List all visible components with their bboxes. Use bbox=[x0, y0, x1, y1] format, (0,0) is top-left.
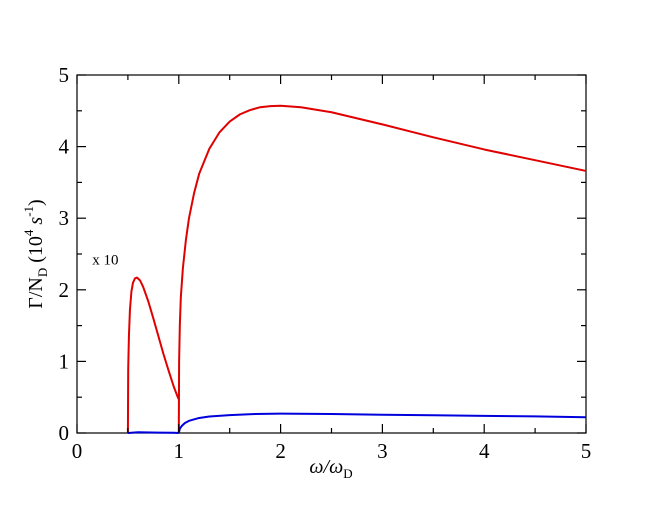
x-tick-label: 1 bbox=[174, 439, 185, 463]
x-tick-label: 0 bbox=[72, 439, 83, 463]
y-axis-label-sup1: 4 bbox=[21, 229, 36, 236]
tick-labels: 0 1 2 3 4 5 0 1 2 3 4 5 bbox=[59, 63, 592, 463]
x-tick-label: 3 bbox=[377, 439, 388, 463]
x-axis-label-main: ω/ω bbox=[309, 456, 343, 478]
x-tick-label: 2 bbox=[275, 439, 286, 463]
series-0-segment-1 bbox=[177, 104, 587, 434]
x-axis-label-sub: D bbox=[343, 466, 352, 481]
series-1-segment-0 bbox=[127, 431, 179, 434]
y-axis-label-sup2: -1 bbox=[21, 206, 36, 217]
y-tick-label: 1 bbox=[59, 349, 70, 373]
plot-frame bbox=[76, 74, 587, 434]
y-axis-label-paren: (10 bbox=[25, 236, 47, 268]
y-axis-label-sub: D bbox=[35, 268, 50, 277]
x-axis-label: ω/ωD bbox=[309, 456, 352, 481]
y-axis-label-close: ) bbox=[25, 199, 47, 206]
y-tick-label: 2 bbox=[59, 278, 70, 302]
y-tick-label: 4 bbox=[59, 135, 70, 159]
axis-ticks bbox=[76, 74, 587, 434]
y-tick-label: 0 bbox=[59, 421, 70, 445]
curves bbox=[126, 104, 587, 434]
y-axis-label: Γ/ND (104 s-1) bbox=[21, 199, 50, 308]
x-tick-label: 5 bbox=[581, 439, 592, 463]
annotation-x10: x 10 bbox=[92, 253, 118, 269]
y-axis-label-s: s bbox=[25, 217, 47, 230]
y-axis-label-prefix: Γ/N bbox=[25, 277, 47, 309]
x-tick-label: 4 bbox=[479, 439, 490, 463]
series-0-segment-0 bbox=[126, 276, 180, 434]
y-tick-label: 5 bbox=[59, 63, 70, 87]
series-1-segment-1 bbox=[177, 412, 587, 434]
y-tick-label: 3 bbox=[59, 206, 70, 230]
